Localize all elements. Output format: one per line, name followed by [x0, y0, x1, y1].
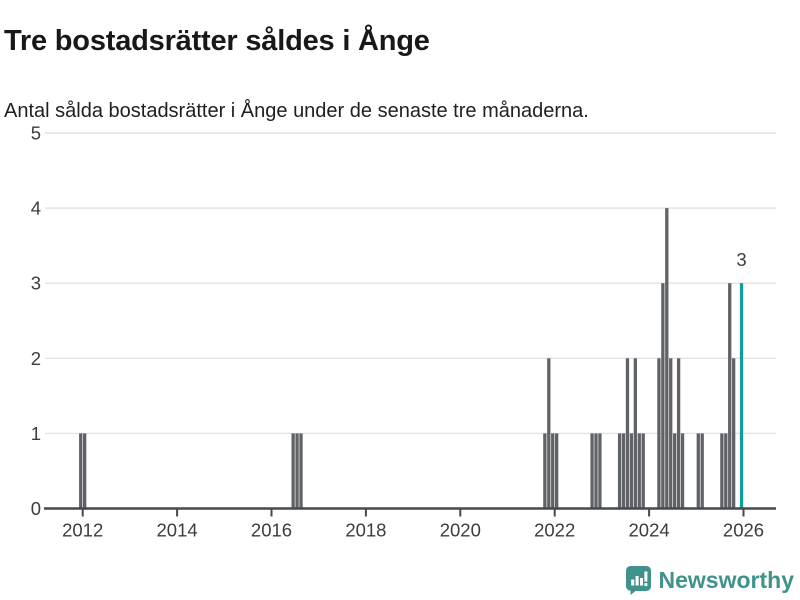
y-tick-label-3: 3	[31, 273, 41, 294]
bar-2023-05	[617, 433, 622, 509]
bar-2024-05	[665, 208, 669, 509]
bar-2022-10	[590, 433, 594, 509]
logo-bar-3	[639, 578, 643, 586]
x-tick-label-2014: 2014	[157, 520, 198, 541]
x-tick-label-2012: 2012	[62, 520, 103, 541]
bar-2016-06	[291, 433, 295, 509]
newsworthy-logo-icon	[625, 566, 651, 595]
bar-2024-07	[673, 433, 677, 509]
bar-2024-09	[680, 433, 685, 509]
bar-2025-01	[696, 433, 700, 509]
bar-2023-08	[629, 433, 634, 509]
logo-exclamation-stem	[643, 571, 647, 582]
logo-bar-1	[630, 579, 634, 586]
y-tick-label-0: 0	[31, 498, 41, 519]
bar-2023-07	[625, 358, 630, 509]
bar-2016-08	[299, 433, 303, 509]
bar-2025-10	[732, 358, 736, 509]
bar-2012-01	[83, 433, 87, 509]
chart-subtitle: Antal sålda bostadsrätter i Ånge under d…	[4, 100, 589, 122]
bar-2021-10	[543, 433, 547, 509]
y-tick-label-1: 1	[31, 423, 41, 444]
bar-2023-11	[641, 433, 645, 509]
bar-2024-08	[676, 358, 681, 509]
y-tick-label-4: 4	[31, 198, 41, 219]
brand-footer: Newsworthy	[625, 564, 794, 596]
x-tick-label-2026: 2026	[723, 520, 764, 541]
logo-bar-2	[635, 576, 639, 586]
bar-2023-06	[621, 433, 626, 509]
bar-2025-09	[728, 283, 732, 509]
bar-2022-11	[594, 433, 598, 509]
bar-2025-02	[700, 433, 704, 509]
bar-2025-07	[720, 433, 724, 509]
logo-exclamation-dot	[643, 583, 647, 586]
bar-2023-10	[637, 433, 641, 509]
bar-2021-11	[547, 358, 551, 509]
x-tick-label-2024: 2024	[629, 520, 670, 541]
bar-2024-04	[661, 283, 665, 509]
bar-2021-12	[551, 433, 555, 509]
x-tick-label-2022: 2022	[534, 520, 575, 541]
bar-2024-06	[669, 358, 673, 509]
bar-2011-12	[79, 433, 83, 509]
bar-2016-07	[295, 433, 299, 509]
x-tick-label-2016: 2016	[251, 520, 292, 541]
x-tick-label-2018: 2018	[345, 520, 386, 541]
x-tick-label-2020: 2020	[440, 520, 481, 541]
bar-2024-03	[657, 358, 661, 509]
bar-2025-08	[724, 433, 728, 509]
bar-2022-01	[555, 433, 559, 509]
page-title: Tre bostadsrätter såldes i Ånge	[4, 25, 430, 58]
y-tick-label-2: 2	[31, 348, 41, 369]
latest-value-label: 3	[736, 249, 746, 270]
y-tick-label-5: 5	[31, 123, 41, 144]
bar-2025-12	[739, 283, 744, 509]
bar-2022-12	[598, 433, 602, 509]
bar-2023-09	[633, 358, 637, 509]
brand-name: Newsworthy	[658, 567, 794, 593]
